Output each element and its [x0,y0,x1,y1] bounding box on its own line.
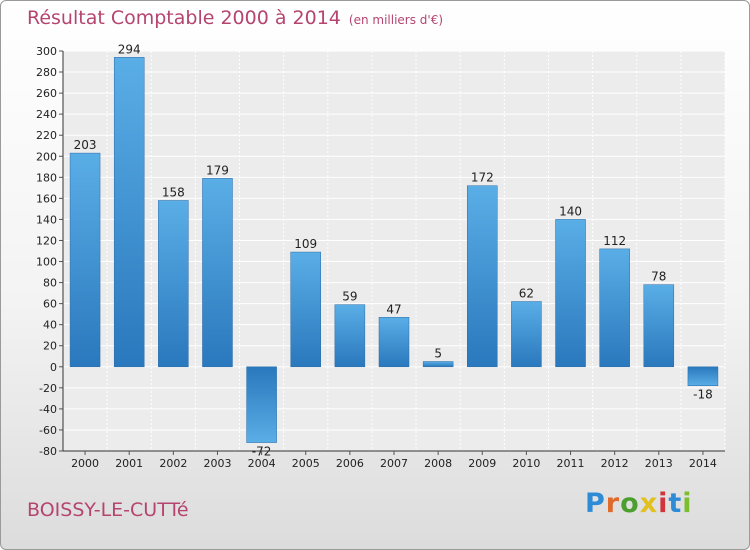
bars [69,57,719,443]
x-tick-label-2013: 2013 [645,457,673,470]
x-tick-label-2001: 2001 [115,457,143,470]
bar-2004 [246,366,277,443]
title-row: Résultat Comptable 2000 à 2014 (en millie… [27,7,443,29]
bar-2002 [158,200,189,368]
chart-unit: (en milliers d'€) [348,13,444,27]
bar-2006 [334,304,366,368]
x-tick-label-2010: 2010 [512,457,540,470]
bar-2014 [687,366,719,386]
bar-2007 [378,317,410,368]
bar-2000 [69,152,101,368]
y-tick-label: 240 [36,108,57,121]
data-label-2006: 59 [342,290,357,304]
y-tick-label: -40 [39,403,57,416]
y-tick-label: 0 [50,361,57,374]
bar-2009 [467,185,498,368]
bar-2008 [422,361,454,368]
x-tick-label-2006: 2006 [336,457,364,470]
x-tick-label-2002: 2002 [159,457,187,470]
bar-2003 [202,178,233,368]
y-tick-label: 120 [36,234,57,247]
data-label-2010: 62 [519,287,534,301]
y-tick-label: -20 [39,382,57,395]
data-label-2001: 294 [118,42,141,56]
data-label-2012: 112 [603,234,626,248]
x-tick-label-2003: 2003 [203,457,231,470]
x-tick-label-2011: 2011 [557,457,585,470]
logo-letter: o [620,488,640,519]
logo-letter: t [668,488,683,519]
logo-letter: x [639,488,659,519]
logo-letter: P [585,488,606,519]
bar-2005 [290,251,321,368]
y-tick-label: 260 [36,87,57,100]
bar-2010 [511,301,542,368]
x-tick-label-2008: 2008 [424,457,452,470]
y-tick-label: -80 [39,445,57,458]
data-label-2011: 140 [559,204,582,218]
data-label-2014: -18 [693,388,713,402]
x-tick-label-2009: 2009 [468,457,496,470]
y-tick-label: 60 [43,298,57,311]
y-tick-label: 100 [36,256,57,269]
y-tick-label: 140 [36,213,57,226]
x-tick-label-2004: 2004 [248,457,276,470]
data-label-2008: 5 [434,347,442,361]
x-tick-label-2007: 2007 [380,457,408,470]
axes: -80-60-40-200204060801001201401601802002… [36,45,725,470]
logo-letter: i [658,488,669,519]
data-label-2003: 179 [206,163,229,177]
y-tick-label: -60 [39,424,57,437]
bar-2011 [555,219,586,368]
y-tick-label: 160 [36,192,57,205]
y-tick-label: 80 [43,277,57,290]
y-tick-label: 280 [36,66,57,79]
data-label-2002: 158 [162,185,185,199]
y-tick-label: 220 [36,129,57,142]
x-tick-label-2005: 2005 [292,457,320,470]
commune-name: BOISSY-LE-CUTTé [27,499,189,521]
x-tick-label-2014: 2014 [689,457,717,470]
logo-letter: i [682,488,693,519]
y-tick-label: 300 [36,45,57,58]
data-label-2013: 78 [651,270,666,284]
data-label-2000: 203 [74,138,97,152]
logo-letter: r [605,488,621,519]
data-label-2007: 47 [386,302,401,316]
y-tick-label: 200 [36,150,57,163]
y-tick-label: 180 [36,171,57,184]
bar-2013 [643,284,675,368]
data-label-2009: 172 [471,171,494,185]
bar-2001 [113,57,145,368]
y-tick-label: 40 [43,319,57,332]
proxiti-logo: Proxiti [585,488,693,519]
x-tick-label-2000: 2000 [71,457,99,470]
x-tick-label-2012: 2012 [601,457,629,470]
chart-title: Résultat Comptable 2000 à 2014 [27,7,341,29]
data-label-2005: 109 [294,237,317,251]
bar-2012 [599,248,630,368]
y-tick-label: 20 [43,340,57,353]
